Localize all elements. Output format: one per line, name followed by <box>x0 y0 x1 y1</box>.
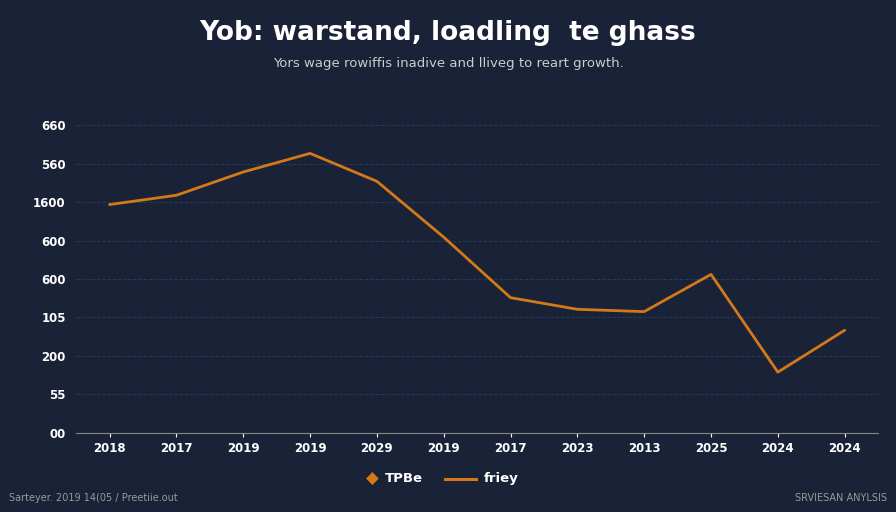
Text: Yob: warstand, loadling  te ghass: Yob: warstand, loadling te ghass <box>200 20 696 46</box>
Text: Sarteyer. 2019 14(05 / Preetiie.out: Sarteyer. 2019 14(05 / Preetiie.out <box>9 493 177 503</box>
Text: Yors wage rowiffis inadive and lliveg to reart growth.: Yors wage rowiffis inadive and lliveg to… <box>272 57 624 71</box>
Text: friey: friey <box>484 472 519 485</box>
Text: ◆: ◆ <box>366 470 378 488</box>
Text: SRVIESAN ANYLSIS: SRVIESAN ANYLSIS <box>795 493 887 503</box>
Text: TPBe: TPBe <box>385 472 423 485</box>
